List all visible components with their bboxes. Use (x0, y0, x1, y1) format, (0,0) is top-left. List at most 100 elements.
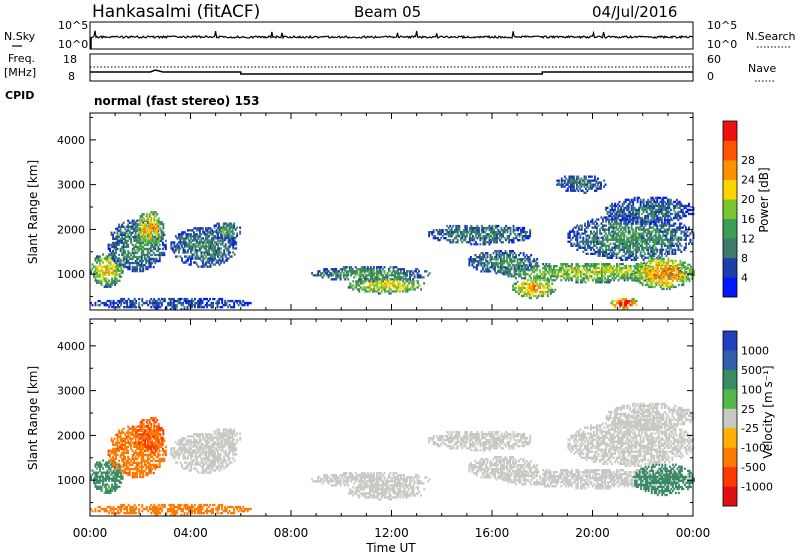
echo-cell (351, 272, 354, 275)
echo-cell (627, 248, 630, 252)
echo-cell (627, 204, 630, 208)
echo-cell (125, 257, 128, 261)
echo-cell (123, 306, 126, 309)
echo-cell (480, 258, 483, 261)
echo-cell (552, 271, 555, 274)
echo-cell (625, 275, 628, 278)
echo-cell (677, 240, 680, 243)
echo-cell (581, 269, 584, 272)
echo-cell (327, 276, 330, 279)
echo-cell (585, 191, 587, 194)
echo-cell (548, 267, 551, 270)
echo-cell (594, 183, 596, 186)
echo-cell (122, 265, 125, 269)
echo-cell (633, 234, 636, 237)
echo-cell (341, 268, 344, 271)
echo-cell (380, 272, 383, 275)
echo-cell (116, 235, 119, 239)
echo-cell (501, 266, 504, 269)
echo-cell (190, 247, 192, 250)
echo-cell (560, 179, 563, 182)
echo-cell (533, 278, 536, 282)
echo-cell (621, 238, 624, 241)
echo-cell (653, 234, 656, 237)
echo-cell (596, 250, 598, 254)
echo-cell (666, 246, 669, 249)
echo-cell (220, 247, 223, 250)
echo-cell (203, 253, 206, 256)
echo-cell (653, 210, 656, 214)
echo-cell (668, 198, 671, 202)
echo-cell (536, 277, 539, 280)
echo-cell (385, 274, 387, 277)
echo-cell (151, 261, 154, 265)
echo-cell (204, 297, 207, 301)
echo-cell (232, 239, 235, 242)
echo-cell (140, 269, 143, 273)
echo-cell (136, 227, 139, 230)
echo-cell (641, 271, 644, 275)
echo-cell (163, 245, 166, 249)
echo-cell (685, 214, 687, 218)
echo-cell (394, 278, 397, 281)
echo-cell (177, 249, 180, 252)
echo-cell (358, 290, 361, 293)
echo-cell (230, 306, 233, 309)
echo-cell (614, 218, 617, 221)
echo-cell (530, 267, 533, 270)
echo-cell (560, 279, 563, 282)
echo-cell (678, 228, 681, 231)
echo-cell (656, 248, 659, 252)
echo-cell (564, 271, 567, 274)
echo-cell (680, 226, 683, 229)
echo-cell (232, 251, 235, 254)
echo-cell (512, 264, 515, 267)
echo-cell (234, 236, 237, 239)
echo-cell (663, 208, 666, 212)
echo-cell (600, 183, 602, 186)
echo-cell (136, 235, 139, 239)
echo-cell (674, 204, 677, 208)
echo-cell (121, 235, 124, 239)
echo-cell (209, 247, 212, 250)
echo-cell (565, 177, 568, 180)
echo-cell (677, 218, 680, 222)
echo-cell (188, 255, 191, 258)
echo-cell (666, 252, 669, 256)
echo-cell (597, 252, 600, 256)
echo-cell (146, 259, 149, 263)
echo-cell (475, 256, 478, 259)
echo-cell (122, 225, 125, 228)
echo-cell (620, 218, 623, 222)
echo-cell (669, 212, 672, 216)
echo-cell (580, 228, 583, 231)
echo-cell (640, 263, 643, 267)
echo-cell (650, 214, 653, 218)
echo-cell (203, 257, 206, 260)
echo-cell (125, 245, 128, 249)
echo-cell (614, 252, 617, 256)
echo-cell (144, 227, 147, 230)
echo-cell (127, 306, 130, 309)
echo-cell (663, 216, 666, 220)
echo-cell (387, 290, 389, 293)
echo-cell (680, 216, 683, 220)
echo-cell (546, 292, 549, 296)
echo-cell (688, 226, 690, 229)
nave-tick-top: 60 (707, 53, 721, 66)
echo-cell (228, 236, 231, 239)
echo-cell (579, 281, 582, 284)
echo-cell (172, 306, 175, 309)
echo-cell (136, 269, 139, 273)
echo-cell (638, 236, 641, 239)
echo-cell (590, 271, 593, 274)
echo-cell (496, 231, 498, 234)
echo-cell (534, 265, 537, 268)
echo-cell (115, 235, 118, 239)
echo-cell (566, 181, 569, 184)
echo-cell (586, 263, 588, 266)
echo-cell (632, 238, 635, 241)
echo-cell (617, 222, 620, 225)
echo-cell (465, 226, 468, 230)
echo-cell (571, 189, 574, 192)
